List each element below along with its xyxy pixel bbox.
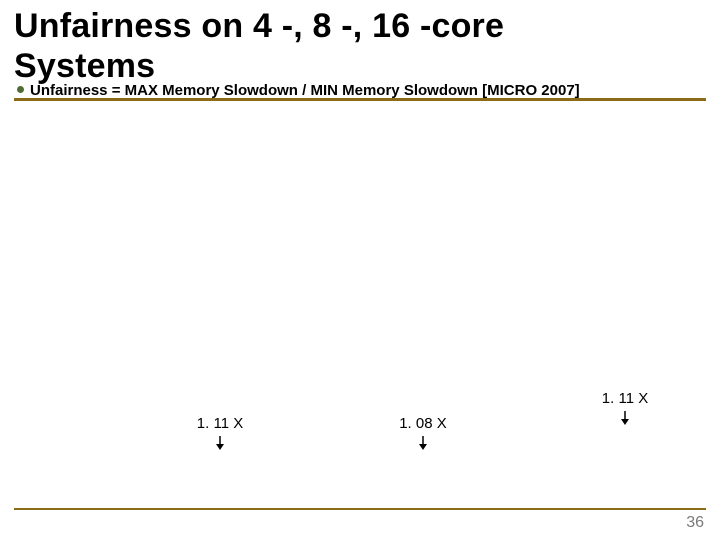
slide: Unfairness on 4 -, 8 -, 16 -core Systems…	[0, 0, 720, 540]
annotation-2: 1. 08 X	[393, 415, 453, 450]
subtitle-text: Unfairness = MAX Memory Slowdown / MIN M…	[30, 82, 580, 99]
annotation-3-label: 1. 11 X	[602, 390, 648, 407]
down-arrow-icon	[620, 411, 630, 425]
annotation-3: 1. 11 X	[595, 390, 655, 425]
title-line1: Unfairness on 4 -, 8 -, 16 -core	[14, 7, 504, 45]
down-arrow-icon	[418, 436, 428, 450]
annotation-2-label: 1. 08 X	[399, 415, 447, 432]
title-line2: Systems	[14, 47, 155, 85]
down-arrow-icon	[215, 436, 225, 450]
slide-title: Unfairness on 4 -, 8 -, 16 -core Systems	[14, 6, 504, 86]
bullet-icon	[17, 86, 24, 93]
footer-rule	[14, 508, 706, 510]
annotation-1: 1. 11 X	[190, 415, 250, 450]
annotation-1-label: 1. 11 X	[197, 415, 243, 432]
page-number: 36	[686, 514, 704, 532]
title-rule	[14, 98, 706, 101]
